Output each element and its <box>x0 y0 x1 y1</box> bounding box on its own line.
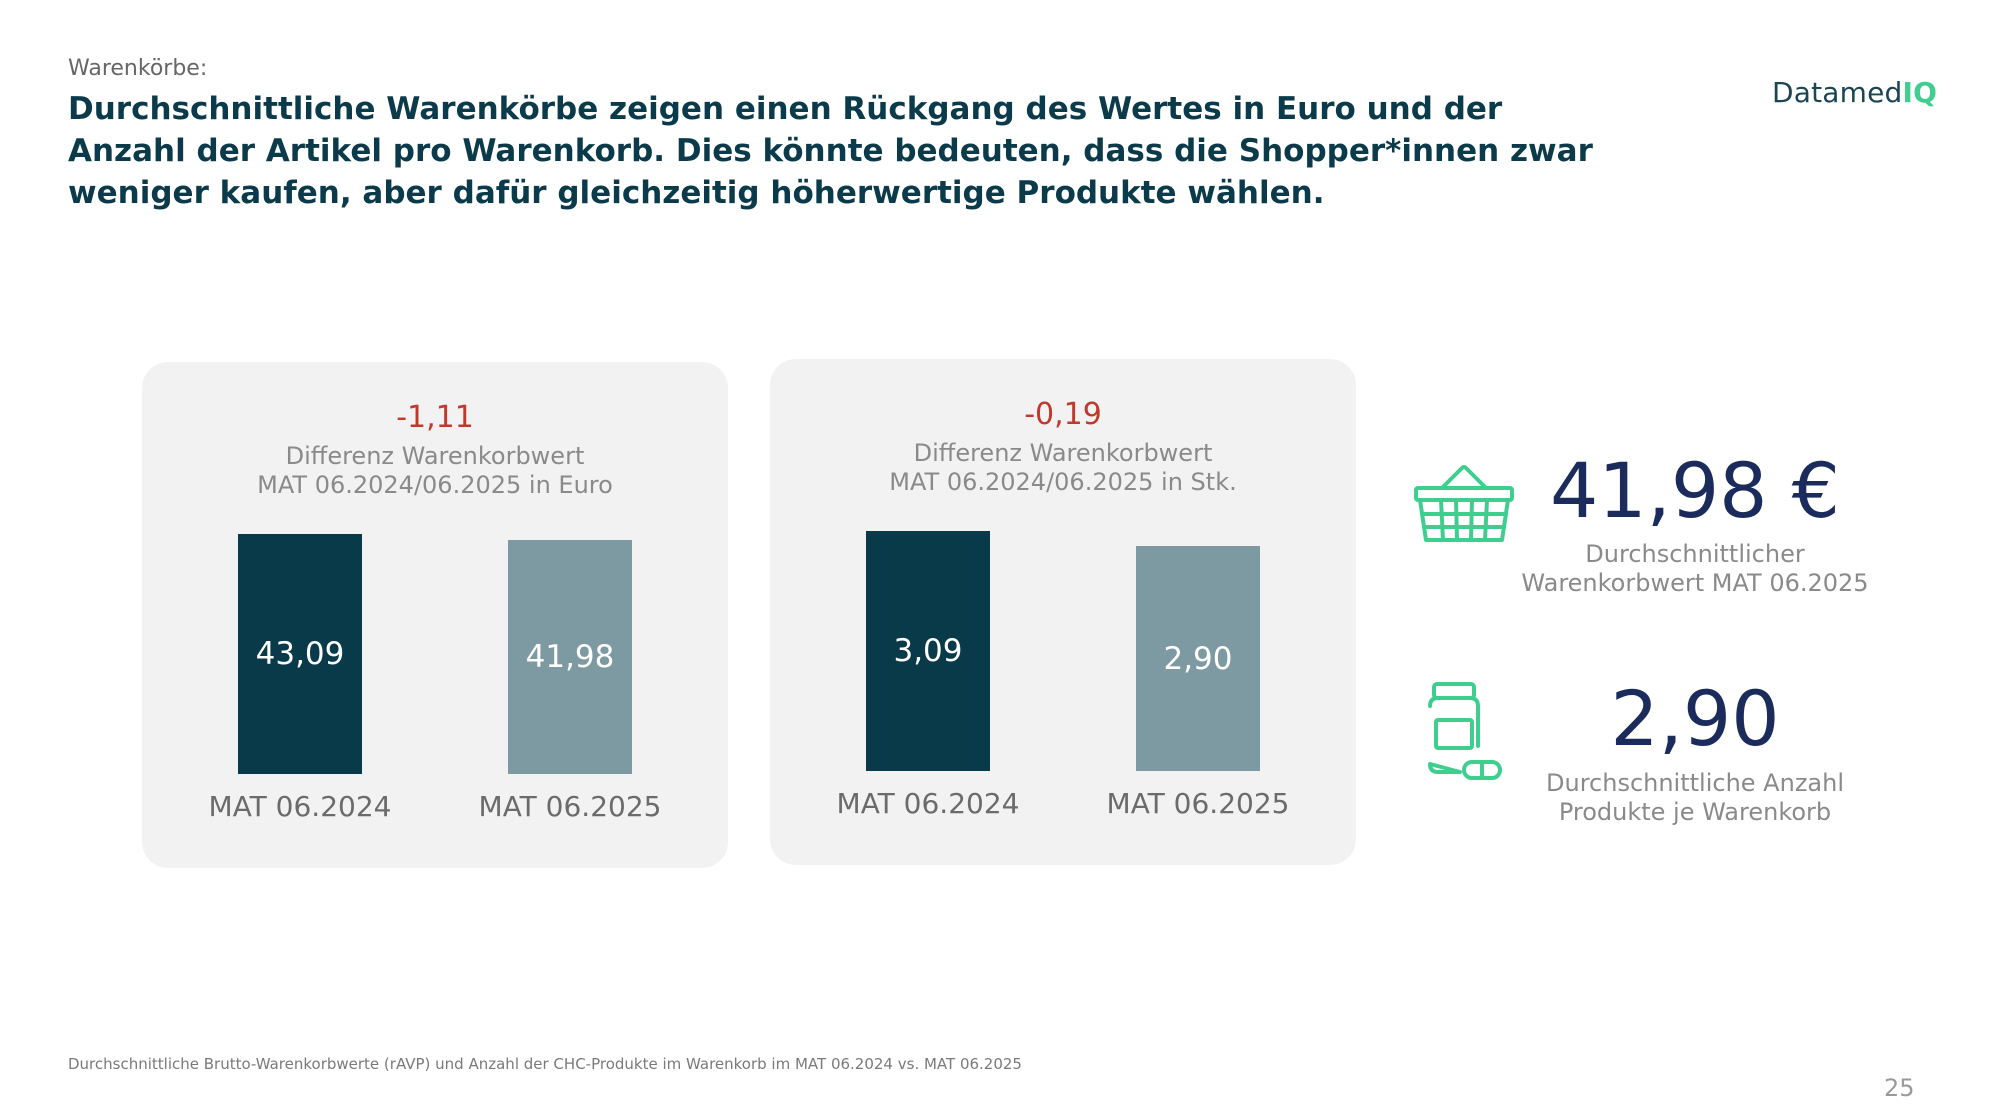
kpi-basket-value: 41,98 € <box>1549 446 1841 535</box>
footnote: Durchschnittliche Brutto-Warenkorbwerte … <box>68 1055 1022 1073</box>
bar-value-label: 2,90 <box>1163 640 1233 677</box>
bar-value-label: 43,09 <box>255 636 345 672</box>
kpi-count-label: Durchschnittliche Anzahl Produkte je War… <box>1500 769 1890 827</box>
panel-caption: Differenz Warenkorbwert MAT 06.2024/06.2… <box>770 439 1356 497</box>
kpi-count-value: 2,90 <box>1610 674 1780 763</box>
chart-panel-count: -0,19 Differenz Warenkorbwert MAT 06.202… <box>770 359 1356 865</box>
bar-value-label: 41,98 <box>525 639 615 675</box>
kpi-label-line2: Warenkorbwert MAT 06.2025 <box>1521 569 1869 597</box>
difference-value: -0,19 <box>1024 397 1102 432</box>
bar-mat-2024: 3,09 <box>866 531 990 771</box>
panel-caption-line2: MAT 06.2024/06.2025 in Stk. <box>889 468 1237 496</box>
shopping-basket-icon <box>1414 465 1514 542</box>
kpi-label-line2: Produkte je Warenkorb <box>1558 798 1832 826</box>
panel-caption-line1: Differenz Warenkorbwert <box>913 439 1213 467</box>
logo-text: Datamed <box>1772 76 1903 109</box>
page-headline: Durchschnittliche Warenkörbe zeigen eine… <box>68 91 1593 211</box>
panel-caption-line1: Differenz Warenkorbwert <box>285 442 585 470</box>
bar-value-label: 3,09 <box>893 633 963 669</box>
page-number: 25 <box>1884 1074 1915 1102</box>
medicine-bottle-icon <box>1428 682 1502 780</box>
category-label-2024: MAT 06.2024 <box>836 787 1020 820</box>
kpi-label-line1: Durchschnittliche Anzahl <box>1546 769 1844 797</box>
panel-caption: Differenz Warenkorbwert MAT 06.2024/06.2… <box>142 442 728 500</box>
difference-value: -1,11 <box>396 400 474 435</box>
bar-mat-2025: 41,98 <box>508 540 632 774</box>
category-label-2025: MAT 06.2025 <box>1106 787 1290 820</box>
bar-mat-2025: 2,90 <box>1136 546 1260 771</box>
panel-caption-line2: MAT 06.2024/06.2025 in Euro <box>257 471 613 499</box>
logo-accent: IQ <box>1902 76 1938 109</box>
chart-panel-value: -1,11 Differenz Warenkorbwert MAT 06.202… <box>142 362 728 868</box>
category-label-2024: MAT 06.2024 <box>208 790 392 823</box>
kpi-label-line1: Durchschnittlicher <box>1585 540 1805 568</box>
kpi-basket-label: Durchschnittlicher Warenkorbwert MAT 06.… <box>1500 540 1890 598</box>
bar-mat-2024: 43,09 <box>238 534 362 774</box>
datamediq-logo: DatamedIQ <box>1772 76 1937 109</box>
category-label-2025: MAT 06.2025 <box>478 790 662 823</box>
section-kicker: Warenkörbe: <box>68 56 208 81</box>
